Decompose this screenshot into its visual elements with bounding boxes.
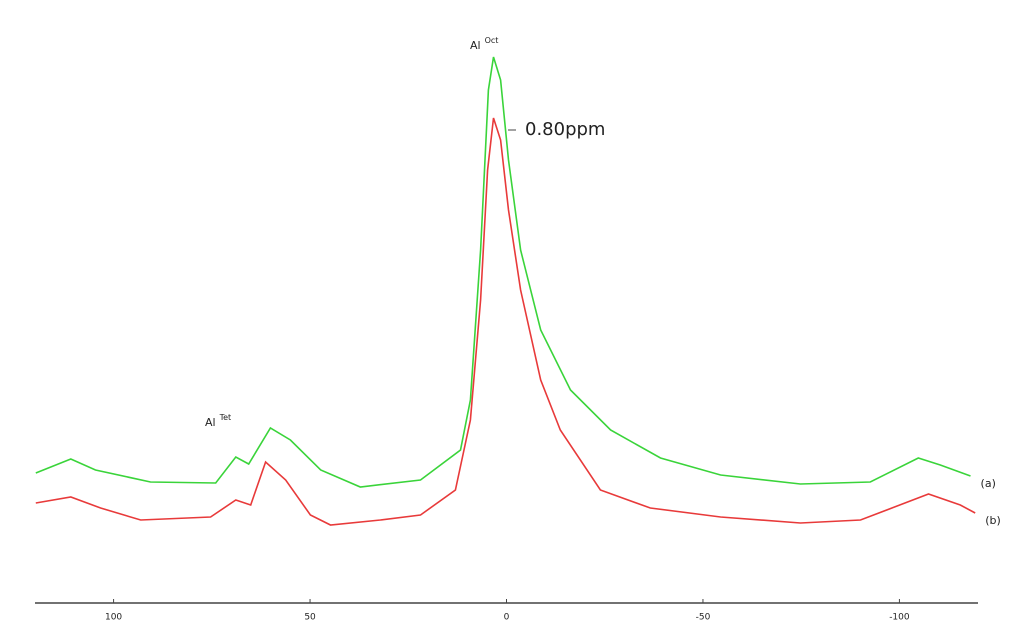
legend-label: (b) — [985, 514, 1001, 527]
annotation-text: Al — [470, 39, 481, 52]
series-line — [35, 117, 976, 526]
series-line — [35, 56, 971, 488]
x-tick-label: 0 — [504, 613, 510, 623]
annotation-text: 0.80ppm — [525, 119, 605, 140]
x-tick-label: 50 — [304, 613, 316, 623]
annotation-sup: Oct — [485, 36, 499, 45]
x-tick-label: -100 — [889, 613, 910, 623]
annotation: Al Oct — [470, 36, 498, 53]
annotation-sup: Tet — [219, 413, 232, 422]
legend-label: (a) — [981, 477, 996, 490]
annotation: Al Tet — [205, 413, 231, 430]
x-tick-label: 100 — [105, 613, 122, 623]
annotation-text: Al — [205, 416, 216, 429]
x-tick-label: -50 — [696, 613, 711, 623]
annotation: 0.80ppm — [525, 119, 605, 140]
